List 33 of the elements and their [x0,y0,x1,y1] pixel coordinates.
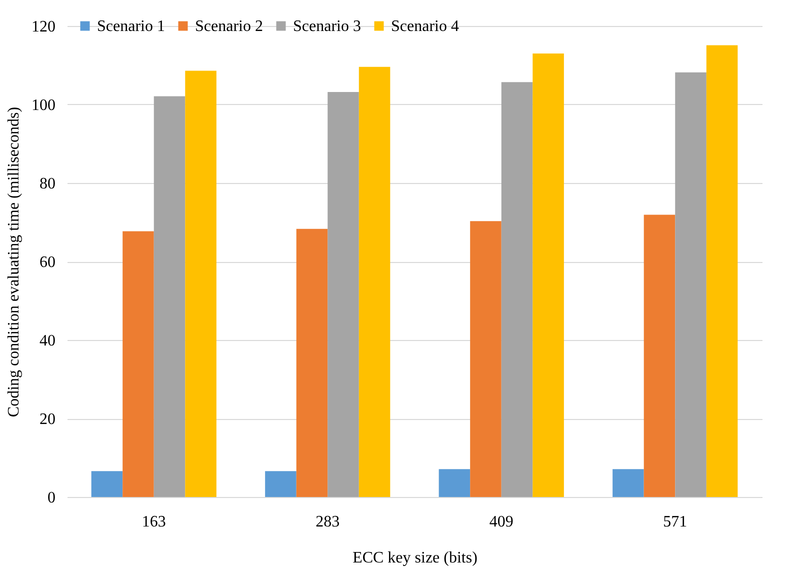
bar [675,72,706,497]
bar [644,214,676,497]
bar [265,471,296,497]
bar [185,70,216,497]
bar [501,82,533,497]
x-tick-label: 409 [489,514,514,530]
bar [612,469,644,497]
bar [358,66,390,497]
y-tick-label: 120 [32,18,56,36]
legend-label: Scenario 2 [195,18,263,35]
y-tick-label: 100 [32,97,56,114]
bar [706,45,738,497]
y-tick-label: 0 [48,490,56,506]
legend-label: Scenario 1 [97,18,165,35]
y-tick-label: 60 [40,254,56,271]
bar [438,469,470,497]
x-tick-label: 163 [142,514,166,530]
bar [154,96,186,497]
legend-label: Scenario 3 [293,18,361,35]
bar [296,228,328,497]
y-tick-label: 20 [40,411,56,428]
bar [122,231,154,497]
y-axis-title: Coding condition evaluating time (milliseconds) [6,106,22,418]
bar [532,53,564,497]
bar [91,471,123,497]
bar [328,92,359,497]
x-tick-label: 283 [316,514,340,530]
x-axis-title: ECC key size (bits) [352,550,478,566]
y-tick-label: 40 [40,332,56,350]
y-tick-label: 80 [40,176,56,192]
legend-label: Scenario 4 [391,18,459,35]
bar [470,221,502,497]
x-tick-label: 571 [663,514,688,530]
